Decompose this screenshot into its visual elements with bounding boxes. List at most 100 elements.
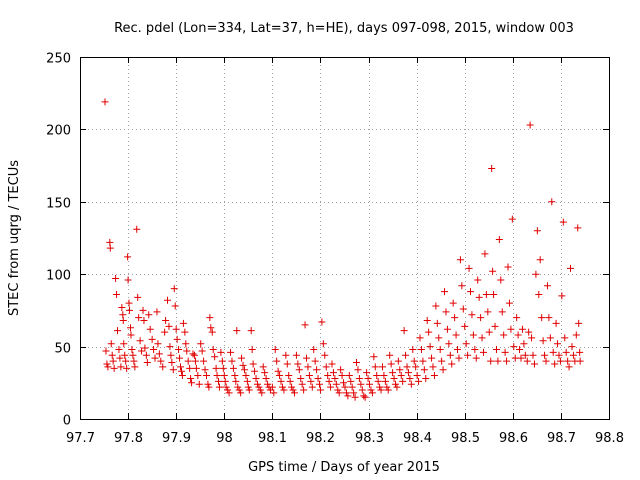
y-tick-label: 0 — [63, 414, 71, 429]
data-point — [153, 308, 161, 316]
data-point — [118, 304, 126, 312]
data-point — [322, 363, 330, 371]
data-point — [182, 340, 190, 348]
data-point — [438, 357, 446, 365]
data-point — [545, 314, 553, 322]
data-point — [435, 334, 443, 342]
data-point — [443, 325, 451, 333]
data-point — [262, 374, 270, 382]
x-tick-label: 98.3 — [355, 431, 384, 446]
data-point — [304, 363, 312, 371]
data-point — [292, 351, 300, 359]
data-point — [288, 383, 296, 391]
data-point — [485, 328, 493, 336]
data-point — [445, 340, 453, 348]
data-point — [222, 383, 230, 391]
x-tick-label: 97.8 — [114, 431, 143, 446]
data-point — [525, 328, 533, 336]
data-point — [354, 366, 362, 374]
data-point — [407, 380, 415, 388]
data-point — [280, 386, 288, 394]
data-point — [423, 317, 431, 325]
data-point — [184, 357, 192, 365]
data-point — [541, 351, 549, 359]
data-point — [374, 377, 382, 385]
data-point — [482, 290, 490, 298]
data-point — [146, 325, 154, 333]
data-point — [157, 357, 165, 365]
data-point — [513, 314, 521, 322]
data-point — [373, 372, 381, 380]
y-tick-label: 250 — [46, 52, 71, 67]
data-point — [122, 357, 130, 365]
data-point — [569, 351, 577, 359]
data-point — [441, 288, 449, 296]
data-point — [504, 263, 512, 271]
data-point — [171, 302, 179, 310]
data-point — [487, 357, 495, 365]
data-point — [108, 351, 116, 359]
data-point — [568, 343, 576, 351]
data-point — [475, 293, 483, 301]
data-point — [202, 372, 210, 380]
data-point — [456, 256, 464, 264]
data-point — [229, 364, 237, 372]
data-point — [535, 290, 543, 298]
data-point — [477, 314, 485, 322]
data-point — [327, 383, 335, 391]
data-point — [121, 351, 129, 359]
y-tick-label: 100 — [46, 269, 71, 284]
data-point — [187, 374, 195, 382]
data-point — [151, 354, 159, 362]
data-point — [464, 351, 472, 359]
data-point — [170, 285, 178, 293]
data-point — [231, 372, 239, 380]
data-point — [383, 383, 391, 391]
data-point — [488, 164, 496, 172]
data-point — [452, 331, 460, 339]
data-point — [237, 389, 245, 397]
data-point — [344, 392, 352, 400]
data-point — [316, 386, 324, 394]
data-point — [439, 366, 447, 374]
data-point — [256, 386, 264, 394]
data-point — [347, 377, 355, 385]
data-point — [271, 345, 279, 353]
data-point — [264, 380, 272, 388]
data-point — [258, 389, 266, 397]
data-point — [489, 267, 497, 275]
data-point — [175, 345, 183, 353]
data-point — [555, 351, 563, 359]
data-point — [253, 380, 261, 388]
data-point — [318, 318, 326, 326]
data-point — [412, 363, 420, 371]
data-point — [393, 383, 401, 391]
data-point — [124, 253, 132, 261]
data-point — [564, 357, 572, 365]
data-point — [278, 383, 286, 391]
data-point — [533, 227, 541, 235]
data-point — [518, 325, 526, 333]
data-point — [290, 389, 298, 397]
data-point — [394, 357, 402, 365]
data-point — [162, 317, 170, 325]
data-point — [561, 334, 569, 342]
data-point — [159, 363, 167, 371]
data-point — [520, 340, 528, 348]
data-point — [492, 345, 500, 353]
data-point — [389, 369, 397, 377]
data-point — [127, 331, 135, 339]
data-point — [192, 364, 200, 372]
data-point — [426, 343, 434, 351]
data-point — [228, 357, 236, 365]
data-point — [399, 377, 407, 385]
data-point — [360, 392, 368, 400]
data-point — [110, 364, 118, 372]
data-point — [542, 357, 550, 365]
data-point — [215, 377, 223, 385]
data-point — [442, 308, 450, 316]
data-point — [107, 340, 115, 348]
data-point — [303, 354, 311, 362]
data-point — [220, 372, 228, 380]
data-point — [206, 314, 214, 322]
